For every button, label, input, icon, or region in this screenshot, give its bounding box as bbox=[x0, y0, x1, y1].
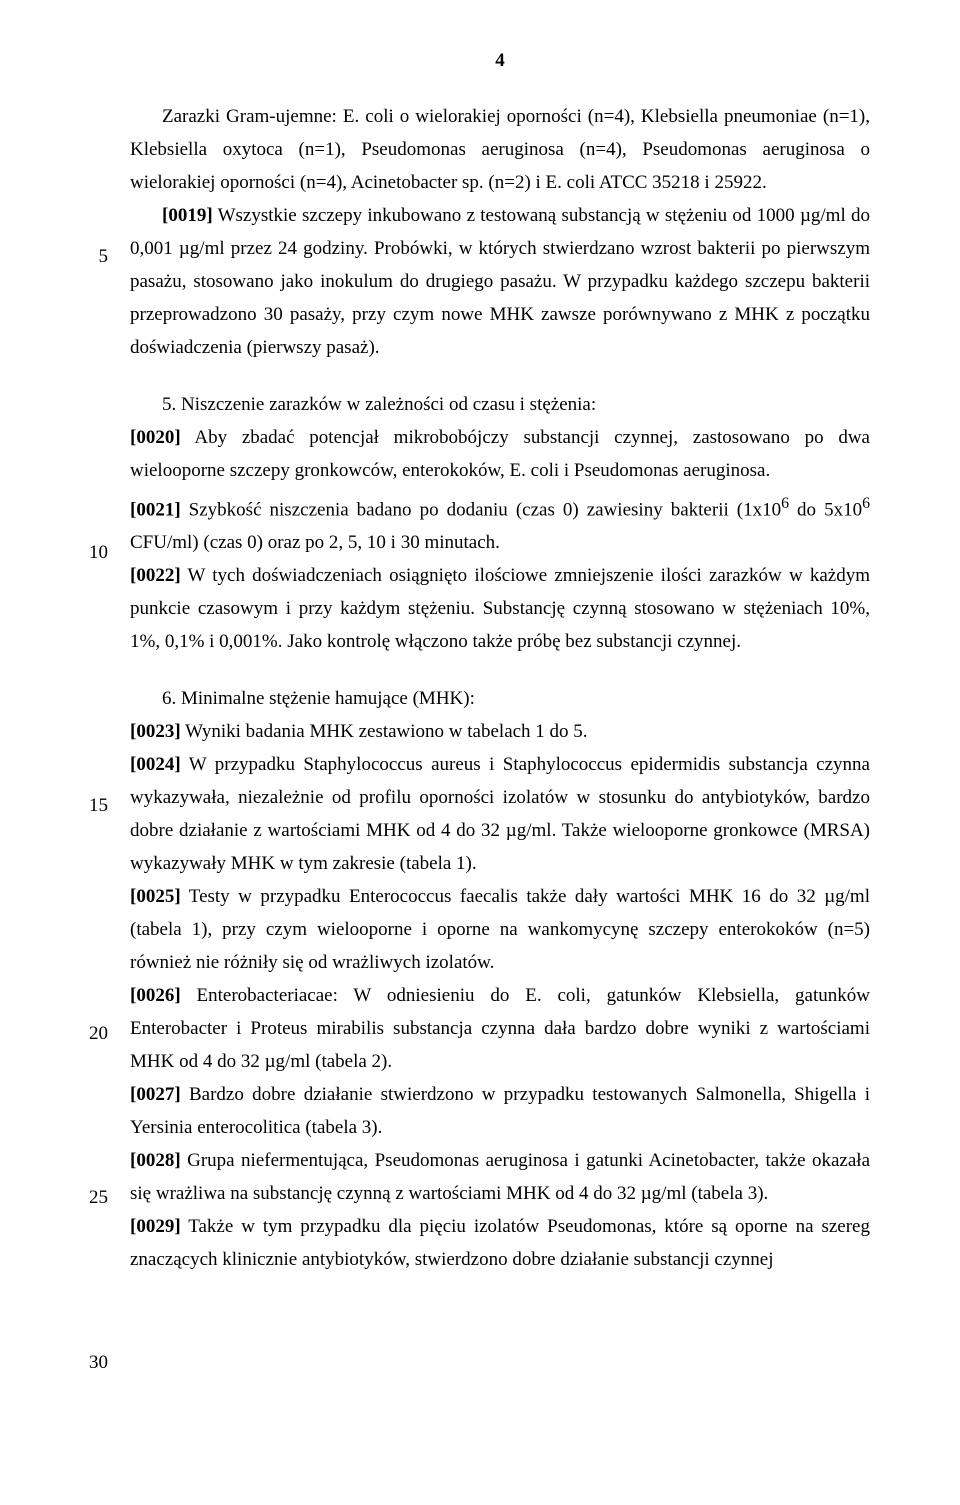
paragraph-14-text: Także w tym przypadku dla pięciu izolató… bbox=[130, 1216, 870, 1270]
gap bbox=[130, 658, 870, 682]
paragraph-5-text-c: CFU/ml) (czas 0) oraz po 2, 5, 10 i 30 m… bbox=[130, 532, 500, 553]
line-number-5: 5 bbox=[99, 247, 109, 266]
page-number: 4 bbox=[130, 50, 870, 72]
paragraph-12: [0027] Bardzo dobre działanie stwierdzon… bbox=[130, 1078, 870, 1144]
paragraph-6: [0022] W tych doświadczeniach osiągnięto… bbox=[130, 559, 870, 658]
ref-0029: [0029] bbox=[130, 1216, 181, 1237]
ref-0024: [0024] bbox=[130, 754, 181, 775]
page: 4 5 10 15 20 25 30 Zarazki Gram-ujemne: … bbox=[0, 0, 960, 1336]
ref-0020: [0020] bbox=[130, 427, 181, 448]
paragraph-1: Zarazki Gram-ujemne: E. coli o wieloraki… bbox=[130, 100, 870, 199]
ref-0025: [0025] bbox=[130, 886, 181, 907]
ref-0026: [0026] bbox=[130, 985, 181, 1006]
paragraph-2-text: Wszystkie szczepy inkubowano z testowaną… bbox=[130, 205, 870, 358]
paragraph-2: [0019] Wszystkie szczepy inkubowano z te… bbox=[130, 199, 870, 364]
paragraph-8: [0023] Wyniki badania MHK zestawiono w t… bbox=[130, 715, 870, 748]
paragraph-14: [0029] Także w tym przypadku dla pięciu … bbox=[130, 1210, 870, 1276]
paragraph-4: [0020] Aby zbadać potencjał mikrobobójcz… bbox=[130, 421, 870, 487]
gap bbox=[130, 364, 870, 388]
paragraph-5-text-b: do 5x10 bbox=[789, 499, 862, 520]
ref-0023: [0023] bbox=[130, 721, 181, 742]
line-number-10: 10 bbox=[89, 543, 108, 562]
paragraph-6-text: W tych doświadczeniach osiągnięto ilości… bbox=[130, 565, 870, 652]
ref-0022: [0022] bbox=[130, 565, 181, 586]
paragraph-12-text: Bardzo dobre działanie stwierdzono w prz… bbox=[130, 1084, 870, 1138]
paragraph-13: [0028] Grupa niefermentująca, Pseudomona… bbox=[130, 1144, 870, 1210]
paragraph-5: [0021] Szybkość niszczenia badano po dod… bbox=[130, 487, 870, 559]
heading-5: 5. Niszczenie zarazków w zależności od c… bbox=[130, 388, 870, 421]
paragraph-11-text: Enterobacteriacae: W odniesieniu do E. c… bbox=[130, 985, 870, 1072]
paragraph-9: [0024] W przypadku Staphylococcus aureus… bbox=[130, 748, 870, 880]
paragraph-8-text: Wyniki badania MHK zestawiono w tabelach… bbox=[181, 721, 588, 742]
paragraph-13-text: Grupa niefermentująca, Pseudomonas aerug… bbox=[130, 1150, 870, 1204]
paragraph-10-text: Testy w przypadku Enterococcus faecalis … bbox=[130, 886, 870, 973]
ref-0028: [0028] bbox=[130, 1150, 181, 1171]
paragraph-5-text-a: Szybkość niszczenia badano po dodaniu (c… bbox=[181, 499, 781, 520]
heading-6: 6. Minimalne stężenie hamujące (MHK): bbox=[130, 682, 870, 715]
line-number-20: 20 bbox=[89, 1024, 108, 1043]
paragraph-10: [0025] Testy w przypadku Enterococcus fa… bbox=[130, 880, 870, 979]
line-number-15: 15 bbox=[89, 796, 108, 815]
ref-0027: [0027] bbox=[130, 1084, 181, 1105]
superscript-2: 6 bbox=[862, 495, 870, 512]
line-number-25: 25 bbox=[89, 1188, 108, 1207]
paragraph-9-text: W przypadku Staphylococcus aureus i Stap… bbox=[130, 754, 870, 874]
paragraph-11: [0026] Enterobacteriacae: W odniesieniu … bbox=[130, 979, 870, 1078]
line-number-30: 30 bbox=[89, 1353, 108, 1372]
ref-0019: [0019] bbox=[162, 205, 213, 226]
superscript-1: 6 bbox=[781, 495, 789, 512]
paragraph-4-text: Aby zbadać potencjał mikrobobójczy subst… bbox=[130, 427, 870, 481]
ref-0021: [0021] bbox=[130, 499, 181, 520]
